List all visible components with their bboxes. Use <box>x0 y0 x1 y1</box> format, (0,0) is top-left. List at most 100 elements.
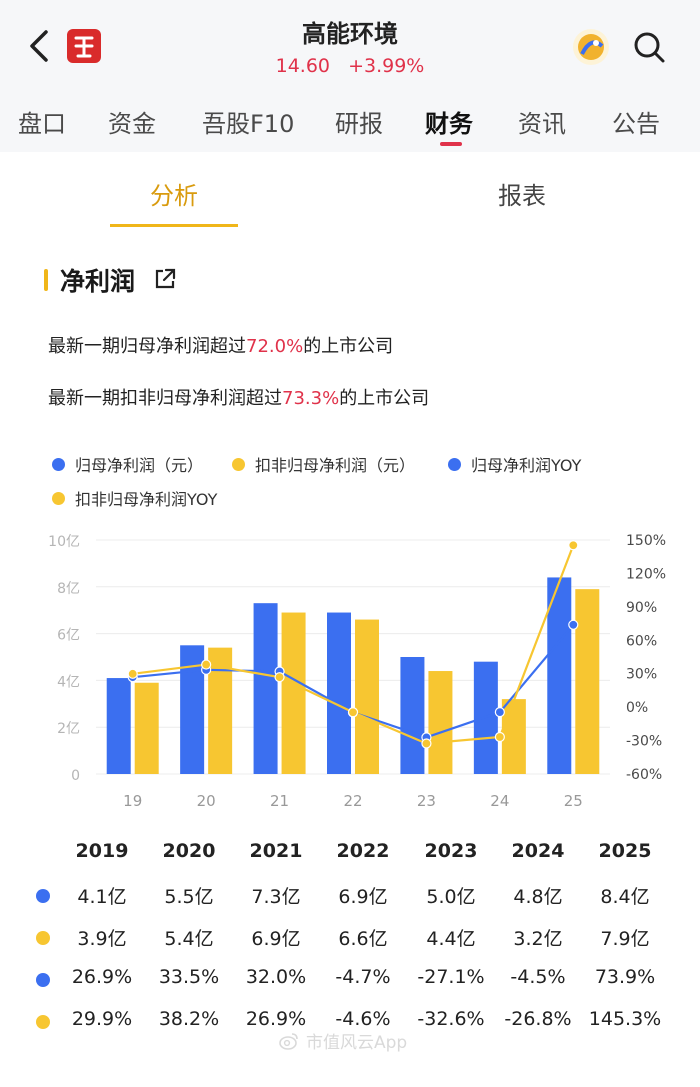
tab-f10[interactable]: 吾股F10 <box>202 110 295 138</box>
net-profit-chart: 0 2亿 4亿 6亿 8亿 10亿 -60% -30% 0% 30% 60% 90% 120% 150% 1… <box>48 533 666 810</box>
stat1-prefix: 最新一期归母净利润超过 <box>48 336 246 357</box>
stat-net-profit-rank: 最新一期归母净利润超过72.0%的上市公司 <box>48 332 393 358</box>
table-cell: 4.1亿 <box>77 886 127 908</box>
top-header: 高能环境 14.60 +3.99% 盘口 资金 吾股F10 研报 财务 资讯 公… <box>0 0 700 152</box>
tab-yanbao[interactable]: 研报 <box>335 110 383 138</box>
share-link-icon[interactable] <box>152 266 178 292</box>
section-title: 净利润 <box>60 267 136 296</box>
legend-label: 归母净利润YOY <box>471 456 582 475</box>
legend-dot <box>232 457 245 471</box>
company-logo-icon <box>67 29 101 63</box>
left-axis-tick: 10亿 <box>48 534 80 550</box>
subtab-statements[interactable]: 报表 <box>498 182 546 210</box>
tab-gonggao[interactable]: 公告 <box>612 110 660 138</box>
left-axis-tick: 4亿 <box>57 674 80 690</box>
year-header: 2023 <box>424 840 478 862</box>
table-cell: 38.2% <box>158 1008 220 1030</box>
table-cell: 5.0亿 <box>426 886 476 908</box>
bar <box>547 577 572 774</box>
bar <box>501 699 526 774</box>
line-point <box>274 672 285 683</box>
bar <box>575 589 600 774</box>
bar <box>355 619 379 774</box>
row-dot <box>36 973 50 987</box>
stat1-suffix: 的上市公司 <box>303 336 394 357</box>
line-point <box>494 707 505 718</box>
watermark-text: 市值风云App <box>306 1033 408 1053</box>
row-dot <box>36 889 50 903</box>
table-cell: -26.8% <box>504 1008 572 1030</box>
table-cell: 33.5% <box>158 966 220 988</box>
x-axis-tick: 22 <box>343 792 362 810</box>
line-point <box>421 738 432 749</box>
legend-dot <box>52 491 65 505</box>
price-quote: 14.60 +3.99% <box>200 55 500 77</box>
table-cell: 26.9% <box>71 966 133 988</box>
x-axis-tick: 25 <box>564 792 583 810</box>
legend-label: 扣非归母净利润YOY <box>75 490 218 509</box>
x-axis-tick: 19 <box>123 792 142 810</box>
table-cell: 6.9亿 <box>338 886 388 908</box>
bar <box>400 657 425 774</box>
x-axis-tick: 23 <box>417 792 436 810</box>
right-axis-tick: -60% <box>626 767 662 783</box>
assistant-avatar-icon[interactable] <box>570 26 612 68</box>
table-cell: 5.4亿 <box>164 928 214 950</box>
legend-label: 扣非归母净利润（元） <box>255 456 416 475</box>
year-header: 2019 <box>75 840 129 862</box>
tab-zijin[interactable]: 资金 <box>108 110 156 138</box>
row-dot <box>36 1015 50 1029</box>
subtab-analysis[interactable]: 分析 <box>150 182 198 210</box>
year-header: 2022 <box>336 840 390 862</box>
stat2-value: 73.3% <box>282 388 340 409</box>
back-arrow-icon[interactable] <box>22 26 56 66</box>
legend-deducted-profit-yoy[interactable]: 扣非归母净利润YOY <box>52 486 217 510</box>
year-header: 2025 <box>598 840 652 862</box>
table-cell: 4.4亿 <box>426 928 476 950</box>
line-point <box>568 619 579 630</box>
x-axis-tick: 21 <box>270 792 289 810</box>
table-cell: -4.7% <box>335 966 391 988</box>
search-icon[interactable] <box>630 28 668 66</box>
year-header: 2020 <box>162 840 216 862</box>
page-title: 高能环境 <box>302 20 398 48</box>
right-axis-tick: -30% <box>626 734 662 750</box>
line-point <box>494 731 505 743</box>
table-cell: 5.5亿 <box>164 886 214 908</box>
bar <box>106 678 131 774</box>
bar <box>134 682 159 774</box>
year-header: 2024 <box>511 840 565 862</box>
legend-dot <box>448 457 461 471</box>
line-point <box>127 668 138 679</box>
tab-pankou[interactable]: 盘口 <box>18 110 66 138</box>
table-row-deducted-profit-yoy: 29.9% 38.2% 26.9% -4.6% -32.6% -26.8% 14… <box>0 1008 700 1048</box>
table-cell: 7.3亿 <box>251 886 301 908</box>
right-axis-tick: 120% <box>626 566 666 582</box>
table-cell: 3.2亿 <box>513 928 563 950</box>
table-cell: 6.6亿 <box>338 928 388 950</box>
legend-net-profit[interactable]: 归母净利润（元） <box>52 452 203 476</box>
table-cell: 4.8亿 <box>513 886 563 908</box>
line-point <box>347 707 359 718</box>
x-axis-tick: 20 <box>197 792 216 810</box>
table-cell: -4.5% <box>510 966 566 988</box>
bar <box>253 603 278 774</box>
table-cell: 29.9% <box>71 1008 133 1030</box>
table-cell: 145.3% <box>588 1008 662 1030</box>
stock-tabs: 盘口 资金 吾股F10 研报 财务 资讯 公告 <box>0 96 700 146</box>
row-dot <box>36 931 50 945</box>
tab-caiwu[interactable]: 财务 <box>425 110 473 138</box>
tab-zixun[interactable]: 资讯 <box>518 110 566 138</box>
left-axis-tick: 2亿 <box>57 721 80 737</box>
bar <box>428 671 453 774</box>
legend-deducted-profit[interactable]: 扣非归母净利润（元） <box>232 452 415 476</box>
legend-net-profit-yoy[interactable]: 归母净利润YOY <box>448 452 581 476</box>
section-marker <box>44 269 48 291</box>
active-tab-indicator <box>440 142 462 146</box>
stat-deducted-profit-rank: 最新一期扣非归母净利润超过73.3%的上市公司 <box>48 384 429 410</box>
right-axis-tick: 0% <box>626 700 648 716</box>
line-point <box>568 540 579 551</box>
table-row-deducted-profit: 3.9亿 5.4亿 6.9亿 6.6亿 4.4亿 3.2亿 7.9亿 <box>0 924 700 964</box>
legend-label: 归母净利润（元） <box>75 456 204 475</box>
year-header: 2021 <box>249 840 303 862</box>
